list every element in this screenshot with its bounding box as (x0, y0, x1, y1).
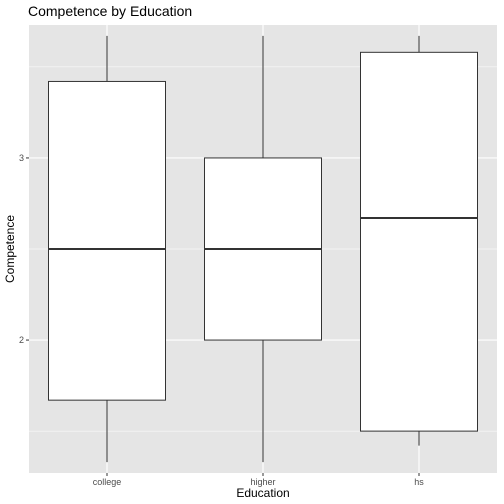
x-axis-title: Education (236, 486, 289, 500)
y-axis-title: Competence (3, 215, 17, 283)
chart-title: Competence by Education (28, 3, 192, 19)
x-axis: college higher hs (93, 473, 424, 487)
x-tick-label: higher (250, 477, 275, 487)
x-tick-label: hs (414, 477, 424, 487)
boxes-layer (48, 35, 478, 463)
x-tick-label: college (93, 477, 122, 487)
box-hs (360, 35, 478, 446)
box-higher (204, 35, 322, 463)
y-tick-label: 3 (19, 153, 24, 163)
y-tick-label: 2 (19, 335, 24, 345)
box-college (48, 35, 166, 463)
y-axis: 23 (19, 153, 29, 345)
box-iqr (360, 51, 478, 432)
box-iqr (48, 80, 166, 401)
